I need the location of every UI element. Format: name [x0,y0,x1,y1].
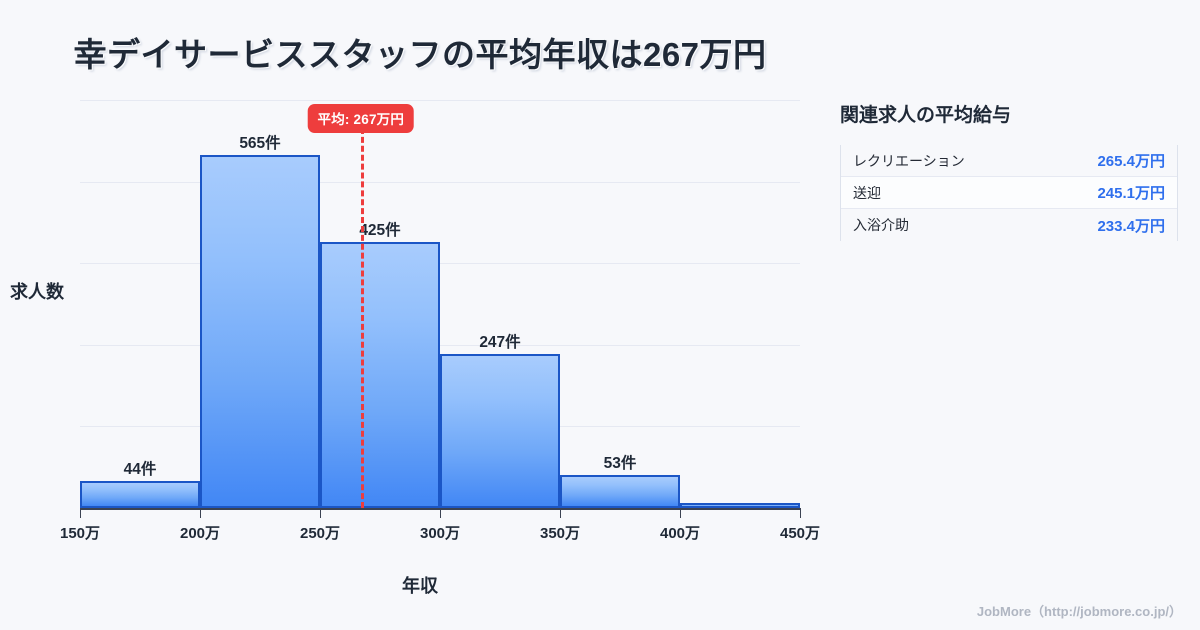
sidebar-title: 関連求人の平均給与 [840,105,1012,126]
table-row[interactable]: 入浴介助 233.4万円 [841,209,1177,241]
x-axis-tick-label: 400万 [659,525,701,542]
x-axis-tick-label: 450万 [779,525,821,542]
related-salary-table: レクリエーション 265.4万円送迎 245.1万円入浴介助 233.4万円 [840,145,1178,241]
x-axis-tick [440,508,441,518]
x-axis-tick [800,508,801,518]
x-axis-tick-label: 200万 [179,525,221,542]
x-axis-tick-label: 250万 [299,525,341,542]
table-row-name: レクリエーション [853,152,965,169]
bar-value-label: 44件 [123,460,157,478]
average-line [360,128,364,508]
x-axis-tick-label: 150万 [59,525,101,542]
x-axis-tick [560,508,561,518]
histogram-bar[interactable] [440,353,560,508]
bar-value-label: 425件 [359,222,401,240]
x-axis-tick [200,508,201,518]
table-row-name: 送迎 [853,184,881,201]
histogram-bar[interactable] [80,480,200,508]
x-axis-tick [80,508,81,518]
related-salary-panel: 関連求人の平均給与 レクリエーション 265.4万円送迎 245.1万円入浴介助 23… [840,0,1200,630]
table-row-name: 入浴介助 [853,217,909,233]
bar-value-label: 247件 [479,333,521,351]
table-row[interactable]: レクリエーション 265.4万円 [841,145,1177,177]
gridline [80,181,800,183]
table-row-value: 245.1万円 [1097,185,1165,202]
histogram-bar[interactable] [320,242,440,508]
gridline [80,100,800,101]
histogram-bar[interactable] [560,474,680,508]
watermark: JobMore（http://jobmore.co.jp/） [976,604,1182,619]
x-axis-tick [680,508,681,518]
bar-value-label: 565件 [239,134,281,152]
histogram-bar[interactable] [680,503,800,508]
histogram-bar[interactable] [200,154,320,508]
gridline [80,344,800,346]
table-row-value: 265.4万円 [1097,153,1165,170]
table-row-value: 233.4万円 [1097,217,1165,235]
x-axis-title: 年収 [402,576,438,596]
average-badge: 平均: 267万円 [307,104,415,133]
gridline [80,263,800,265]
bar-value-label: 53件 [603,454,637,472]
x-axis-tick-label: 350万 [539,525,581,542]
y-axis-title: 求人数 [10,282,64,302]
x-axis-tick-label: 300万 [419,525,461,542]
table-row[interactable]: 送迎 245.1万円 [841,177,1177,209]
x-axis-tick [320,508,321,518]
histogram-chart: 44件 565件 425件 247件 53件 150万 200万 250万 300万 350万 4… [10,100,821,596]
page-title: 幸デイサービススタッフの平均年収は267万円 [73,36,767,73]
